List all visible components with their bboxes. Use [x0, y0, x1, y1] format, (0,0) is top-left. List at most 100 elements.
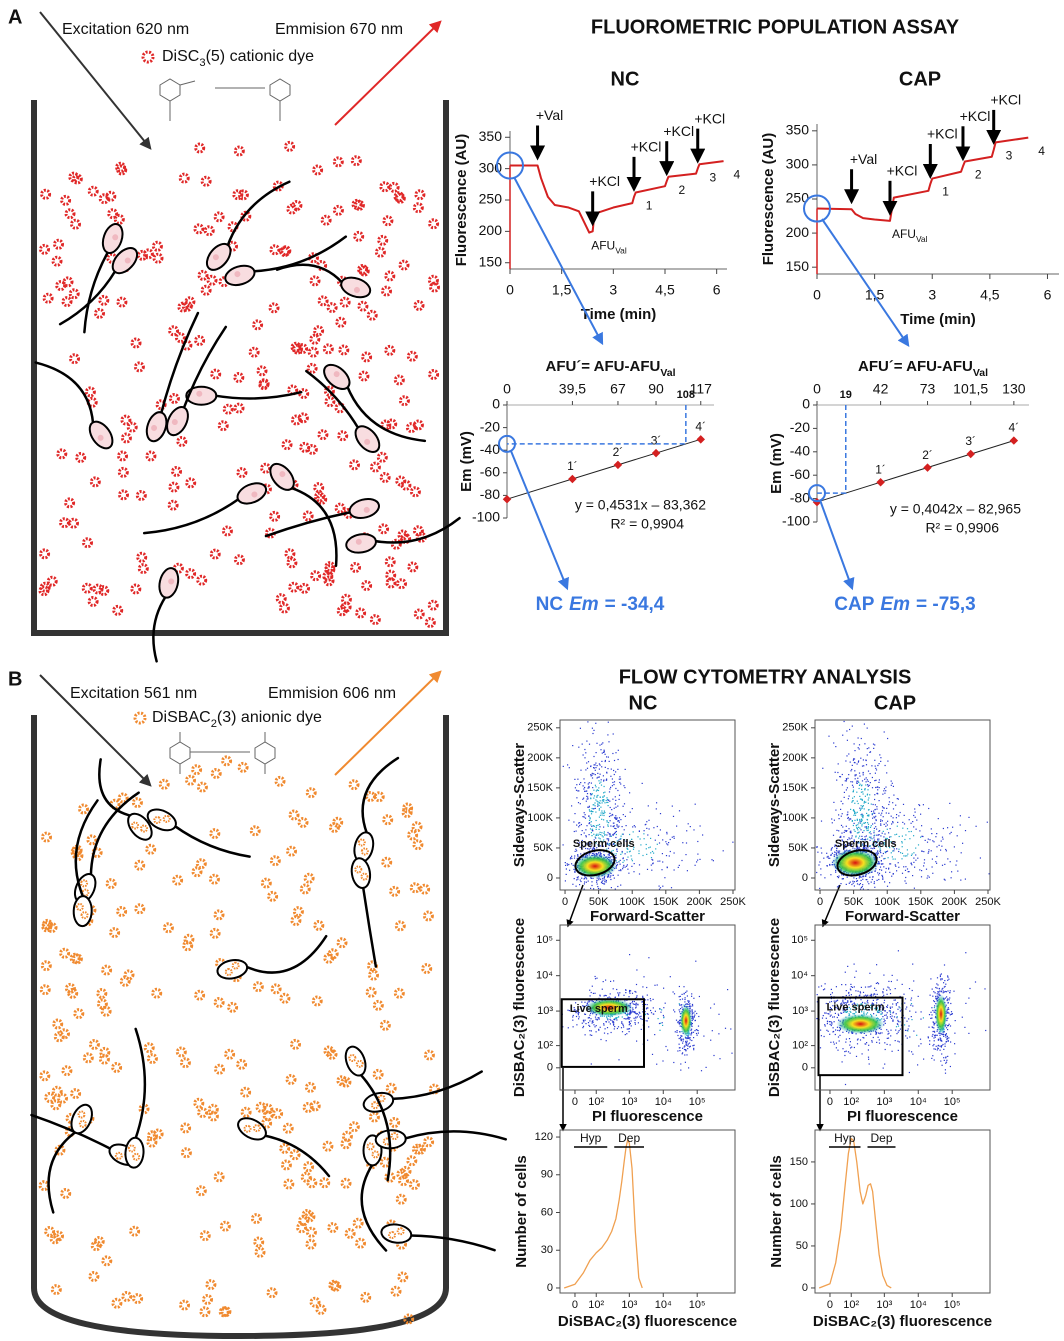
event-dot [949, 833, 950, 834]
event-dot [852, 765, 853, 766]
event-dot [858, 762, 859, 763]
event-dot [852, 821, 853, 822]
dye-molecule [52, 1286, 60, 1294]
dye-molecule [397, 1195, 405, 1203]
event-dot [905, 1008, 906, 1009]
event-dot [929, 839, 930, 840]
event-dot [883, 858, 884, 859]
event-dot [591, 1035, 592, 1036]
figure: A Excitation 620 nm Emmision 670 nm DiSC… [0, 0, 1064, 1341]
event-dot [604, 879, 605, 880]
event-dot [868, 826, 869, 827]
dye-molecule [407, 424, 415, 432]
event-dot [645, 999, 646, 1000]
event-dot [593, 825, 594, 826]
group-title: NC [611, 68, 640, 90]
dye-molecule [339, 432, 347, 440]
sperm-tail [362, 1164, 386, 1250]
event-dot [706, 1067, 707, 1068]
event-dot [621, 1027, 622, 1028]
event-dot [602, 883, 603, 884]
event-dot [600, 765, 601, 766]
event-dot [883, 975, 884, 976]
dye-molecule [319, 297, 327, 305]
event-dot [875, 787, 876, 788]
event-dot [638, 1022, 639, 1023]
event-dot [584, 883, 585, 884]
event-dot [702, 834, 703, 835]
event-dot [587, 788, 588, 789]
dye-molecule [408, 352, 416, 360]
event-dot [879, 787, 880, 788]
event-dot [601, 744, 602, 745]
sperm-cell [375, 1124, 506, 1149]
event-dot [857, 1043, 858, 1044]
event-dot [619, 795, 620, 796]
event-dot [836, 1043, 837, 1044]
event-dot [860, 799, 861, 800]
dye-icon [135, 713, 145, 723]
dye-molecule [250, 348, 258, 356]
event-dot [685, 992, 686, 993]
event-dot [828, 858, 829, 859]
event-dot [593, 808, 594, 809]
event-dot [860, 992, 861, 993]
event-dot [604, 750, 605, 751]
event-dot [601, 882, 602, 883]
x-tick-label: 73 [920, 381, 936, 397]
event-dot [663, 1015, 664, 1016]
event-dot [868, 1045, 869, 1046]
event-dot [954, 846, 955, 847]
event-dot [869, 973, 870, 974]
event-dot [592, 773, 593, 774]
event-dot [685, 854, 686, 855]
event-dot [583, 778, 584, 779]
event-dot [862, 817, 863, 818]
event-dot [594, 802, 595, 803]
event-dot [600, 782, 601, 783]
event-dot [905, 877, 906, 878]
event-dot [895, 866, 896, 867]
event-dot [910, 1005, 911, 1006]
event-dot [576, 850, 577, 851]
event-dot [606, 756, 607, 757]
event-dot [907, 849, 908, 850]
event-dot [938, 818, 939, 819]
dye-molecule [103, 1257, 111, 1265]
x-tick-label: 0 [813, 287, 821, 303]
event-dot [877, 880, 878, 881]
y-tick-label: 250K [782, 722, 808, 734]
event-dot [844, 797, 845, 798]
event-dot [918, 996, 919, 997]
event-dot [603, 833, 604, 834]
dye-molecule [207, 1281, 215, 1289]
event-dot [628, 873, 629, 874]
dye-molecule [368, 311, 376, 319]
event-dot [936, 1046, 937, 1047]
event-dot [874, 780, 875, 781]
dye-molecule [415, 302, 423, 310]
point [1010, 436, 1018, 444]
event-dot [830, 994, 831, 995]
event-dot [655, 840, 656, 841]
event-dot [595, 799, 596, 800]
panel-label: B [8, 668, 22, 690]
event-dot [686, 1042, 687, 1043]
event-dot [587, 721, 588, 722]
event-dot [627, 869, 628, 870]
event-dot [679, 1009, 680, 1010]
event-dot [879, 857, 880, 858]
event-dot [854, 986, 855, 987]
event-dot [611, 851, 612, 852]
point-label: 1´ [567, 459, 578, 473]
event-dot [598, 787, 599, 788]
event-dot [602, 989, 603, 990]
event-dot [680, 999, 681, 1000]
dye-molecule [86, 388, 94, 396]
event-dot [629, 851, 630, 852]
event-dot [928, 853, 929, 854]
event-dot [872, 787, 873, 788]
event-dot [894, 1000, 895, 1001]
event-dot [932, 840, 933, 841]
event-cloud [816, 950, 986, 1085]
